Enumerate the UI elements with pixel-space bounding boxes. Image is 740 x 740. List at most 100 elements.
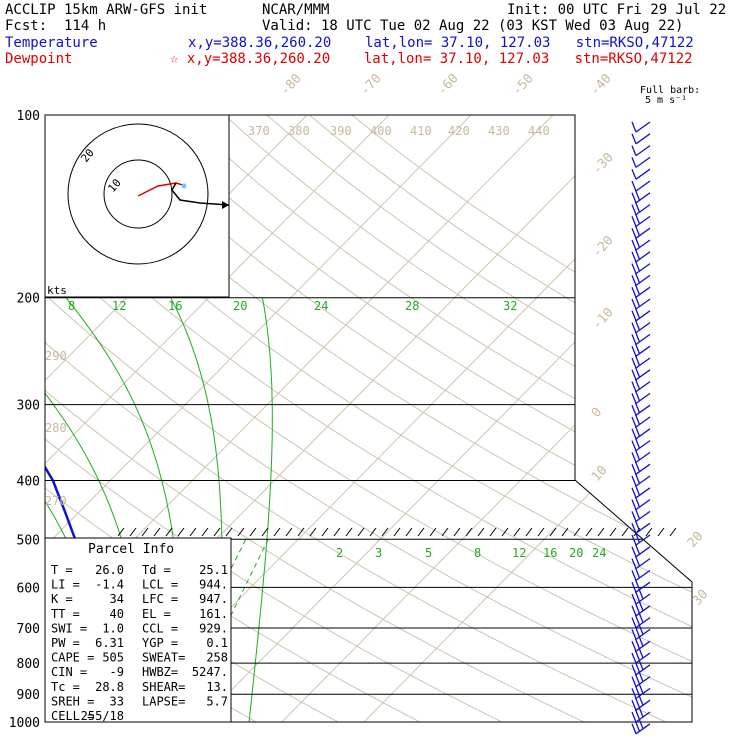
- hatch-mark: [141, 527, 149, 537]
- isotherm-label: 20: [685, 529, 707, 551]
- hatch-mark: [405, 527, 413, 537]
- dry-adiabat: [45, 115, 692, 722]
- wind-barb: [635, 546, 651, 558]
- wind-barb-flag: [634, 626, 641, 638]
- wind-barb-flag: [634, 284, 641, 295]
- wind-barb-flag: [631, 369, 637, 381]
- wind-barb-flag: [634, 603, 641, 614]
- wind-barb-flag: [631, 605, 637, 617]
- parcel-row-value: 1.0: [102, 621, 124, 635]
- wind-barb-flag: [631, 428, 637, 440]
- hatch-mark: [237, 527, 245, 537]
- parcel-row-value: 5247.: [192, 665, 228, 679]
- wind-barb: [635, 369, 651, 381]
- hatch-mark: [585, 527, 593, 537]
- hodograph-storm-motion: [181, 183, 187, 189]
- mixing-ratio-label: 12: [112, 299, 126, 313]
- hatch-mark: [117, 527, 125, 537]
- parcel-row-label: SWI =: [51, 621, 87, 635]
- parcel-row-value: 25.1: [199, 563, 228, 577]
- wind-barb-flag: [631, 511, 637, 522]
- wind-barb: [635, 180, 651, 192]
- parcel-row-label: T =: [51, 563, 73, 577]
- parcel-row-value: 13.: [206, 680, 228, 694]
- hatch-mark: [345, 527, 353, 537]
- wind-barb-flag: [634, 272, 641, 284]
- parcel-row-label: CAPE =: [51, 651, 94, 665]
- wind-barb: [635, 239, 651, 251]
- parcel-row-label: LI =: [51, 578, 80, 592]
- mixing-ratio-label: 20: [569, 546, 583, 560]
- wind-barb-flag: [631, 617, 637, 628]
- wind-barb-flag: [634, 614, 641, 626]
- theta-label: 410: [410, 124, 432, 138]
- hatch-mark: [489, 527, 497, 537]
- parcel-info-title: Parcel Info: [88, 542, 174, 557]
- wind-barb-flag: [631, 145, 637, 156]
- wind-barb-flag: [634, 237, 641, 248]
- hodograph-units: kts: [47, 284, 67, 297]
- wind-barb: [635, 487, 651, 499]
- parcel-row-label: TT =: [51, 607, 80, 621]
- temperature-legend: Temperature: [5, 35, 98, 51]
- wind-barb-flag: [634, 260, 641, 272]
- wind-barb-flag: [631, 546, 637, 558]
- isotherm-label: 10: [589, 463, 611, 485]
- parcel-row-label: SREH =: [51, 694, 94, 708]
- wind-barb-flag: [634, 190, 641, 201]
- wind-barb-flag: [631, 440, 637, 451]
- theta-label: 400: [370, 124, 392, 138]
- wind-barb: [635, 428, 651, 440]
- wind-barb-flag: [634, 579, 641, 590]
- pressure-tick-label: 1000: [9, 716, 40, 731]
- mixing-ratio-label: 32: [503, 299, 517, 313]
- wind-barb: [635, 204, 651, 216]
- hatch-mark: [657, 527, 665, 537]
- dry-adiabat: [112, 115, 692, 722]
- hatch-mark: [309, 527, 317, 537]
- dry-adiabat: [45, 115, 692, 722]
- mixing-ratio-label: 16: [168, 299, 182, 313]
- isotherm-line: [199, 115, 692, 722]
- isotherm-label: -30: [590, 150, 617, 177]
- hatch-mark: [177, 527, 185, 537]
- dry-adiabat: [236, 115, 692, 722]
- wind-barb-flag: [631, 570, 637, 581]
- isotherm-label: 30: [690, 587, 712, 609]
- mixing-ratio-label: 24: [314, 299, 328, 313]
- barb-note: Full barb:: [640, 85, 701, 96]
- isotherm-label: -10: [590, 305, 617, 332]
- mixing-ratio-label: 16: [543, 546, 557, 560]
- hatch-mark: [273, 527, 281, 537]
- wind-barb-flag: [634, 201, 641, 213]
- wind-barb-flag: [634, 709, 641, 720]
- wind-barb-flag: [634, 673, 641, 685]
- wind-barb-flag: [634, 697, 641, 708]
- wind-barb-flag: [631, 723, 637, 735]
- isotherm-line: [281, 115, 692, 722]
- wind-barb-flag: [631, 133, 637, 145]
- wind-barb-flag: [634, 591, 641, 602]
- hatch-mark: [321, 527, 329, 537]
- wind-barb-flag: [634, 555, 641, 567]
- wind-barb-flag: [631, 699, 637, 711]
- wind-barb-flag: [634, 662, 641, 673]
- wind-barb-flag: [631, 640, 637, 652]
- wind-barb-flag: [638, 635, 644, 647]
- hatch-mark: [165, 527, 173, 537]
- hatch-mark: [669, 527, 677, 537]
- wind-barb: [635, 534, 651, 546]
- theta-label: 430: [488, 124, 510, 138]
- hatch-mark: [369, 527, 377, 537]
- wind-barb: [635, 333, 651, 345]
- parcel-row-value: 0.1: [206, 636, 228, 650]
- wind-barb-flag: [631, 593, 637, 605]
- wind-barb: [635, 168, 651, 180]
- wind-barb-flag: [634, 390, 641, 402]
- wind-barb-flag: [631, 475, 637, 487]
- wind-barb: [635, 499, 651, 511]
- center-label: NCAR/MMM: [262, 2, 330, 18]
- parcel-row-label: Td =: [142, 563, 171, 577]
- pressure-tick-label: 700: [17, 622, 40, 637]
- wind-barb-flag: [631, 239, 637, 251]
